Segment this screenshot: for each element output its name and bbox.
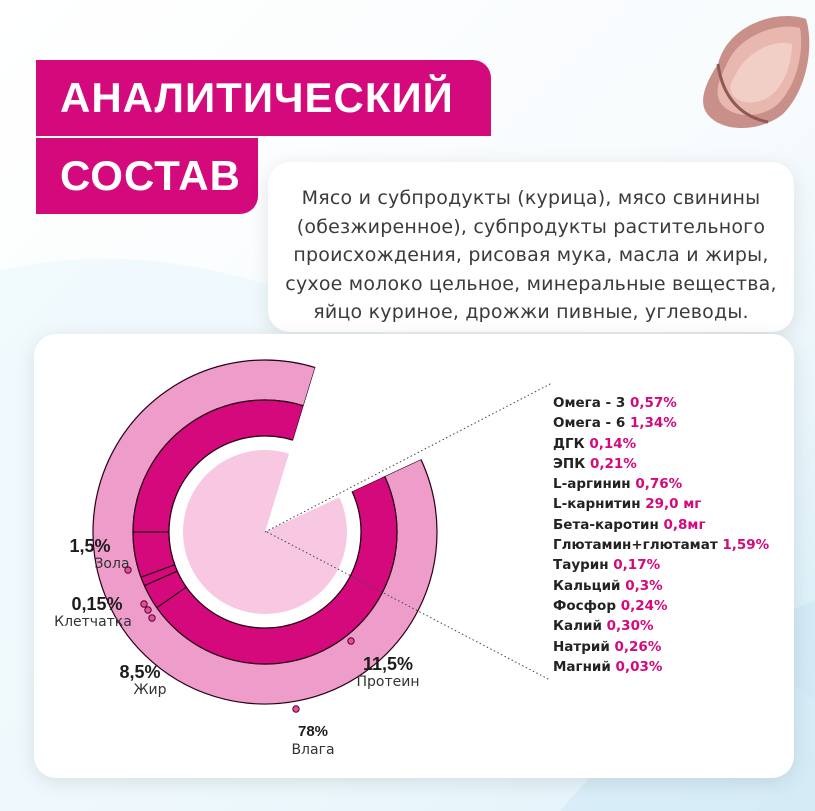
nutrient-name: ЭПК [553, 455, 590, 472]
nutrient-row: Магний 0,03% [553, 657, 769, 677]
nutrient-value: 0,21% [589, 455, 637, 472]
nutrient-name: Натрий [553, 638, 615, 655]
nutrient-name: Бета-каротин [553, 516, 664, 533]
nutrient-name: Калий [553, 618, 607, 635]
composition-text: Мясо и субпродукты (курица), мясо свинин… [268, 184, 794, 327]
fiber-marker-3 [148, 614, 156, 622]
nutrient-row: Глютамин+глютамат 1,59% [553, 535, 769, 555]
nutrient-row: L-карнитин 29,0 мг [553, 494, 769, 514]
composition-line: происхождения, рисовая мука, масла и жир… [293, 244, 769, 266]
composition-line: яйцо куриное, дрожжи пивные, углеводы. [313, 301, 749, 323]
guide-line [264, 382, 553, 533]
composition-line: (обезжиренное), субпродукты растительног… [296, 215, 766, 238]
label-protein: 11,5% Протеин [348, 654, 428, 690]
highlight-wedge [265, 365, 423, 532]
composition-card: Мясо и субпродукты (курица), мясо свинин… [268, 162, 794, 332]
nutrient-value: 0,30% [606, 618, 654, 635]
nutrient-row: ЭПК 0,21% [553, 454, 769, 474]
nutrient-value: 0,03% [615, 658, 663, 675]
nutrient-row: Омега - 3 0,57% [553, 393, 769, 413]
nutrient-value: 0,26% [614, 638, 662, 655]
nutrient-row: L-аргинин 0,76% [553, 474, 769, 494]
title-line-2: СОСТАВ [36, 138, 258, 214]
protein-marker [347, 637, 355, 645]
nutrient-details-list: Омега - 3 0,57% Омега - 6 1,34% ДГК 0,14% Э… [553, 393, 769, 677]
nutrient-name: Омега - 3 [553, 395, 630, 411]
protein-name: Протеин [356, 674, 420, 690]
label-moisture: 78% Влага [278, 722, 348, 758]
nutrient-value: 0,8мг [663, 516, 706, 533]
moisture-name: Влага [291, 742, 335, 758]
nutrient-value: 0,57% [629, 395, 677, 411]
nutrient-value: 0,76% [635, 476, 683, 493]
nutrient-name: Омега - 6 [553, 415, 630, 432]
nutrient-row: Омега - 6 1,34% [553, 413, 769, 433]
nutrient-value: 29,0 мг [645, 496, 702, 513]
nutrient-value: 0,14% [589, 435, 637, 452]
nutrient-name: Магний [553, 658, 616, 675]
label-fat: 8,5% Жир [100, 662, 180, 698]
meat-chunk-image [703, 16, 810, 129]
fiber-marker-1 [140, 600, 148, 608]
fat-fiber-divider [144, 570, 178, 587]
nutrient-row: Кальций 0,3% [553, 576, 769, 596]
fiber-marker-2 [144, 606, 152, 614]
moisture-marker [292, 705, 300, 713]
fat-name: Жир [133, 682, 167, 698]
moisture-value: 78% [297, 723, 329, 740]
nutrient-name: ДГК [553, 435, 590, 452]
nutrient-row: ДГК 0,14% [553, 434, 769, 454]
guide-line [266, 531, 551, 681]
nutrient-name: Таурин [553, 557, 614, 574]
nutrient-row: Калий 0,30% [553, 616, 769, 636]
fat-value: 8,5% [119, 662, 161, 682]
fiber-ash-divider [140, 564, 175, 578]
nutrient-value: 1,59% [722, 537, 770, 554]
label-ash: 1,5% Зола [50, 536, 130, 572]
label-fiber: 0,15% Клетчатка [48, 594, 138, 630]
protein-value: 11,5% [362, 654, 414, 674]
composition-line: сухое молоко цельное, минеральные вещест… [285, 272, 777, 295]
ash-value: 1,5% [69, 536, 111, 556]
nutrient-row: Натрий 0,26% [553, 637, 769, 657]
ash-marker [124, 566, 132, 574]
fiber-name: Клетчатка [54, 614, 132, 630]
nutrient-value: 0,24% [620, 597, 668, 614]
nutrient-name: L-карнитин [553, 496, 646, 513]
nutrient-row: Таурин 0,17% [553, 555, 769, 575]
nutrient-row: Бета-каротин 0,8мг [553, 515, 769, 535]
nutrient-value: 0,17% [613, 557, 661, 574]
nutrient-value: 1,34% [629, 415, 677, 432]
title-line-1: АНАЛИТИЧЕСКИЙ [36, 60, 491, 136]
nutrient-name: Глютамин+глютамат [553, 537, 723, 554]
protein-fat-divider [156, 586, 187, 609]
nutrient-name: Кальций [553, 577, 626, 594]
nutrient-value: 0,3% [625, 577, 663, 594]
ash-name: Зола [94, 556, 130, 572]
composition-line: Мясо и субпродукты (курица), мясо свинин… [301, 187, 761, 209]
nutrient-row: Фосфор 0,24% [553, 596, 769, 616]
fiber-value: 0,15% [71, 594, 123, 614]
nutrient-name: Фосфор [553, 597, 621, 614]
nutrient-name: L-аргинин [553, 476, 636, 493]
